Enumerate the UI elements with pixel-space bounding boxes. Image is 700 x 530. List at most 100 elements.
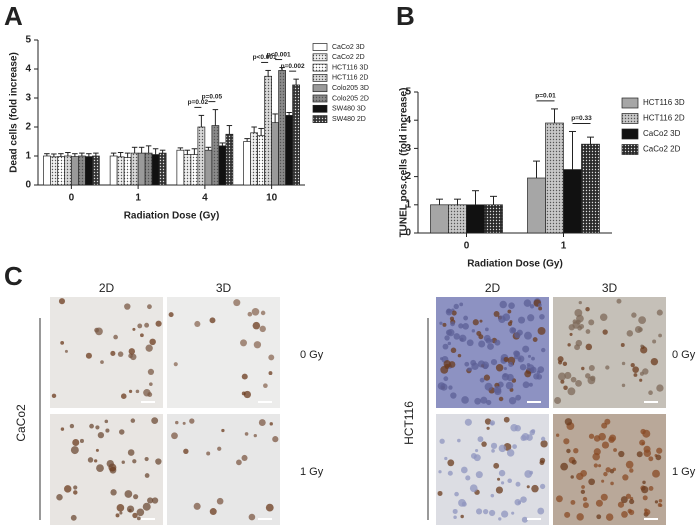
cell (468, 367, 473, 371)
cell (130, 353, 137, 361)
legend-label: CaCo2 2D (332, 54, 365, 61)
cell (538, 306, 543, 311)
cell (259, 325, 266, 333)
cell (476, 331, 482, 336)
cell (120, 393, 127, 399)
bar (218, 145, 227, 186)
cell (460, 466, 468, 474)
cell (79, 438, 84, 443)
sig-label: p<0.001 (253, 54, 277, 61)
cell (483, 374, 491, 381)
legend-swatch (621, 128, 639, 140)
row-label: 1 Gy (672, 466, 696, 478)
legend-label: Colo205 3D (332, 85, 369, 92)
cell (527, 314, 535, 322)
y-tick-label: 3 (405, 143, 411, 154)
cell (500, 481, 505, 485)
cell (451, 310, 457, 316)
cell (475, 508, 483, 515)
cell (560, 462, 569, 471)
cell (498, 469, 506, 477)
cell (601, 441, 610, 449)
bar (190, 154, 199, 186)
cell (537, 366, 545, 373)
cell (209, 317, 216, 324)
error-bar (152, 148, 159, 155)
cell (521, 432, 530, 441)
cell-line-label: CaCo2 (14, 404, 28, 442)
cell (206, 451, 211, 456)
y-tick-label: 0 (25, 180, 31, 191)
cell (585, 373, 591, 379)
error-bar (454, 198, 461, 205)
cell (585, 306, 590, 312)
cell (171, 432, 178, 440)
cell (490, 422, 494, 426)
cell (575, 339, 583, 347)
cell (253, 433, 257, 438)
cell (503, 356, 509, 363)
cell (505, 381, 514, 390)
cell (515, 394, 522, 401)
cell (529, 429, 535, 436)
cell (605, 467, 611, 473)
y-tick-label: 1 (405, 199, 411, 210)
cell (477, 360, 486, 368)
cell (478, 340, 486, 348)
cell (508, 396, 517, 405)
cell (143, 389, 151, 397)
micrograph-bg (167, 297, 280, 408)
cell (616, 298, 622, 304)
sig-label: p=0.002 (281, 63, 305, 70)
cell (106, 459, 114, 468)
bar (64, 155, 72, 186)
cell (147, 497, 154, 504)
error-bar (86, 153, 92, 157)
cell (518, 316, 526, 324)
column-label: 3D (216, 281, 232, 295)
cell (515, 481, 521, 487)
cell (659, 503, 663, 507)
cell (610, 481, 614, 486)
cell (648, 456, 654, 462)
legend-label: HCT116 2D (332, 75, 368, 82)
cell (484, 418, 492, 425)
cell (440, 365, 449, 374)
error-bar (124, 152, 131, 158)
cell (450, 347, 457, 354)
cell (506, 373, 514, 382)
error-bar (244, 138, 250, 142)
cell (272, 436, 279, 443)
y-tick-label: 1 (25, 151, 31, 162)
cell (119, 429, 125, 435)
cell (631, 312, 637, 318)
bar (130, 152, 139, 186)
cell (526, 362, 531, 367)
cell (656, 309, 663, 316)
cell (72, 439, 80, 447)
cell (240, 339, 248, 347)
bar (484, 204, 503, 234)
cell (449, 316, 455, 321)
micrograph (436, 414, 549, 525)
cell (248, 513, 256, 521)
cell (585, 329, 591, 334)
cell (447, 341, 452, 346)
cell (650, 357, 659, 366)
y-tick-label: 5 (25, 35, 31, 46)
cell (209, 508, 217, 516)
cell (573, 448, 579, 454)
cell (458, 498, 466, 507)
cell (585, 343, 593, 351)
cell (620, 496, 628, 504)
cell (217, 446, 222, 451)
cell (655, 454, 662, 461)
cell (576, 472, 584, 481)
cell (151, 497, 159, 504)
legend-swatch (312, 84, 328, 93)
cell (531, 484, 539, 493)
cell (538, 303, 542, 307)
bar (78, 155, 86, 186)
cell (622, 474, 629, 481)
cell (474, 397, 481, 405)
